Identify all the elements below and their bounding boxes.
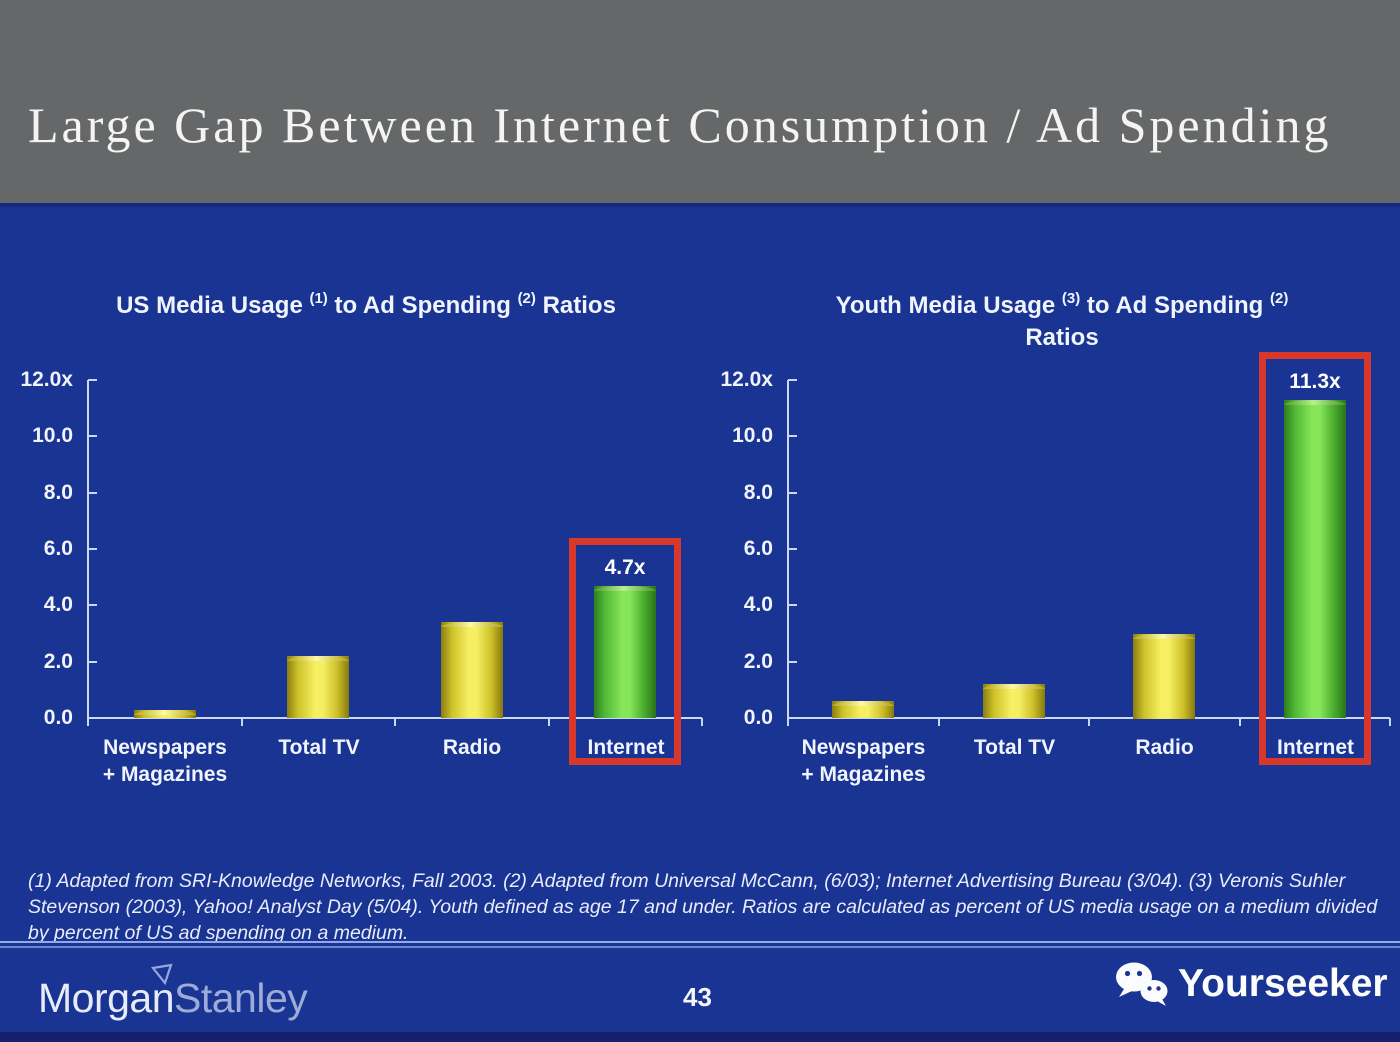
y-tick-mark [788,492,797,494]
bar-total-tv [287,656,349,718]
morgan-stanley-triangle-icon [150,963,173,986]
y-tick-label: 10.0 [732,424,773,447]
page-title: Large Gap Between Internet Consumption /… [28,97,1332,153]
x-tick-mark [1389,718,1391,726]
bottom-strip [0,1032,1400,1042]
footnote-line-3: by percent of US ad spending on a medium… [28,922,409,944]
bar-value-label: 4.7x [604,556,646,579]
bar-radio [1133,634,1195,719]
header-band [0,0,1400,203]
x-label-newspapers-magazines: + Magazines [801,763,926,786]
x-tick-mark [1239,718,1241,726]
x-label-radio: Radio [442,736,502,759]
y-tick-mark [788,379,797,381]
bar-newspapers-magazines [134,710,196,718]
x-label-newspapers-magazines: Newspapers [103,736,227,759]
chart-title-text: Ratios [535,292,616,319]
footer-separator-bottom [0,946,1400,948]
x-tick-mark [548,718,550,726]
highlight-box [1259,352,1371,765]
x-label-newspapers-magazines: + Magazines [102,763,228,786]
footer-separator-top [0,941,1400,943]
bar-internet [594,586,656,718]
morgan-stanley-logo: MorganStanley [38,975,308,1021]
x-label-internet: Internet [1276,736,1354,759]
chart-title-superscript: (2) [1270,290,1289,307]
x-label-internet: Internet [587,736,665,759]
x-tick-mark [938,718,940,726]
y-tick-label: 8.0 [743,481,773,504]
page-number: 43 [683,982,712,1012]
y-tick-label: 4.0 [43,593,73,616]
y-tick-mark [88,604,97,606]
chart-title-text: to Ad Spending [327,292,518,319]
y-tick-label: 8.0 [43,481,73,504]
y-tick-mark [788,661,797,663]
header-divider [0,203,1400,207]
y-tick-label: 2.0 [43,650,73,673]
footnote-line-1: (1) Adapted from SRI-Knowledge Networks,… [28,870,1346,892]
x-label-radio: Radio [1135,736,1194,759]
x-tick-mark [1088,718,1090,726]
y-tick-mark [788,548,797,550]
chart-title-superscript: (2) [517,290,536,307]
footnote: (1) Adapted from SRI-Knowledge Networks,… [28,868,1380,946]
chart-title-text: Youth Media Usage [835,292,1062,319]
x-label-total-tv: Total TV [278,736,360,759]
x-tick-mark [701,718,703,726]
y-tick-label: 6.0 [743,537,773,560]
bar-total-tv [983,684,1045,718]
brand-part-morgan: Morgan [38,975,175,1021]
chart-title-superscript: (3) [1061,290,1081,307]
bar-radio [441,622,503,718]
y-tick-mark [788,604,797,606]
chart-title-superscript: (1) [309,290,328,307]
chart-title-text: US Media Usage [116,292,310,319]
chart-title-text: to Ad Spending [1080,292,1270,319]
chart-title-line2: Ratios [1025,324,1099,351]
chart-title: US Media Usage (1) to Ad Spending (2) Ra… [60,290,672,320]
y-tick-mark [88,379,97,381]
chart-title: Youth Media Usage (3) to Ad Spending (2) [762,290,1362,320]
x-tick-mark [787,718,789,726]
y-axis [87,380,89,720]
y-tick-mark [88,492,97,494]
brand-part-stanley: Stanley [174,975,308,1021]
x-tick-mark [241,718,243,726]
wechat-icon [1116,962,1168,1006]
highlight-box [569,538,681,765]
x-tick-mark [394,718,396,726]
bar-internet [1284,400,1346,718]
footnote-line-2: Stevenson (2003), Yahoo! Analyst Day (5/… [28,896,1378,918]
y-tick-label: 4.0 [743,593,773,616]
y-tick-label: 0.0 [743,706,773,729]
bar-value-label: 11.3x [1289,370,1341,393]
y-tick-label: 12.0x [720,368,773,391]
x-tick-mark [87,718,89,726]
y-tick-mark [788,435,797,437]
y-tick-label: 2.0 [743,650,773,673]
y-tick-mark [88,661,97,663]
watermark-label: Yourseeker [1178,962,1388,1005]
x-label-newspapers-magazines: Newspapers [801,736,926,759]
y-tick-label: 10.0 [32,424,73,447]
y-tick-label: 0.0 [43,706,73,729]
x-label-total-tv: Total TV [973,736,1056,759]
y-tick-mark [88,548,97,550]
y-tick-label: 12.0x [20,368,73,391]
y-tick-label: 6.0 [43,537,73,560]
y-axis [787,380,789,720]
bar-newspapers-magazines [832,701,894,718]
y-tick-mark [88,435,97,437]
